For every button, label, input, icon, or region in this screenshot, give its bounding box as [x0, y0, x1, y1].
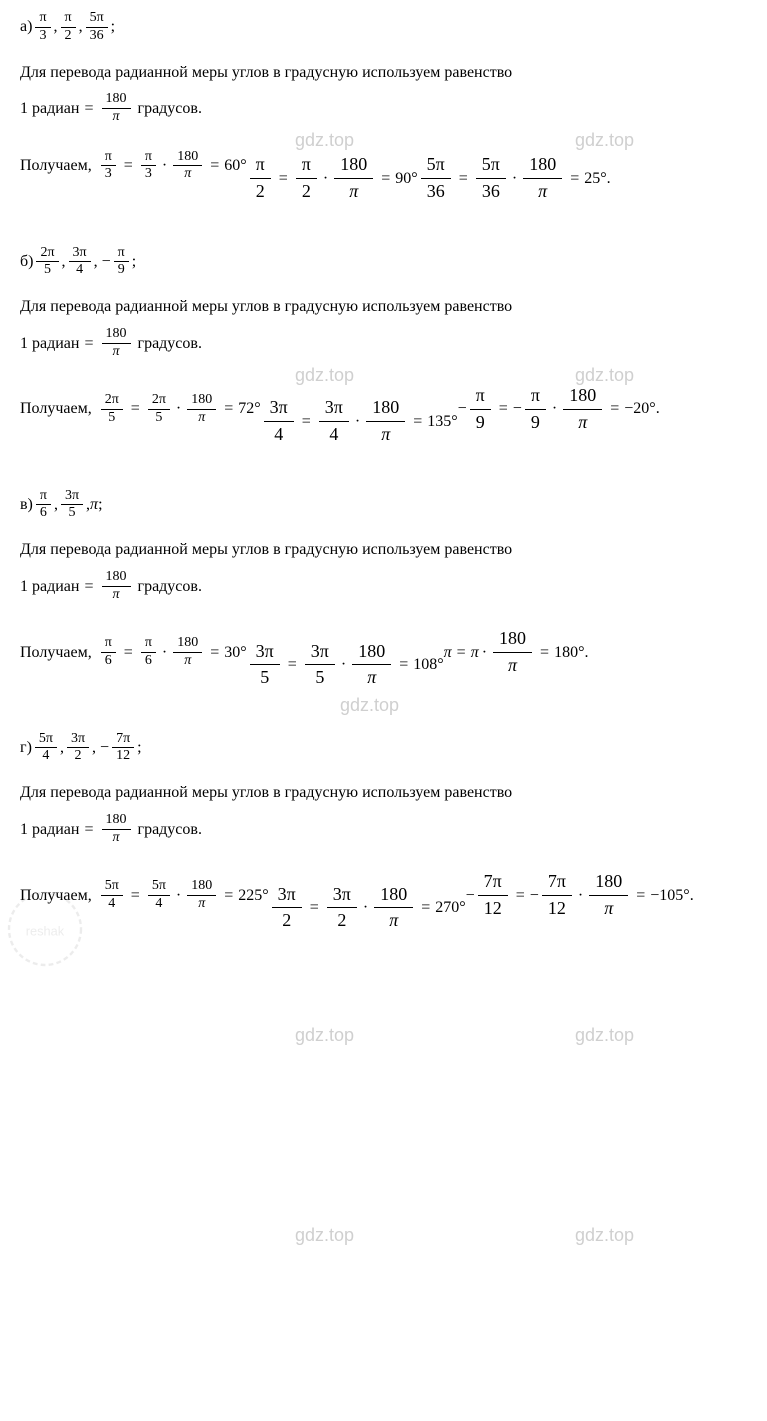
fraction: π6	[141, 635, 156, 670]
problem-section: г) 5π4 , 3π2 , − 7π12 ; Для перевода ради…	[20, 731, 747, 944]
fraction: 180π	[102, 569, 131, 604]
radian-definition: 1 радиан=180πградусов.	[20, 91, 202, 126]
fraction: 3π5	[305, 639, 335, 691]
fraction: 5π36	[421, 152, 451, 204]
fraction: 180π	[589, 869, 628, 921]
radian-definition: 1 радиан=180πградусов.	[20, 326, 202, 361]
fraction: π2	[296, 152, 317, 204]
fraction: π2	[250, 152, 271, 204]
fraction: π3	[101, 149, 116, 184]
explanation-text: Для перевода радианной меры углов в град…	[20, 780, 747, 806]
fraction: 180π	[102, 326, 131, 361]
fraction: 5π4	[101, 878, 123, 913]
fraction: 3π2	[327, 882, 357, 934]
fraction: π9	[470, 383, 491, 435]
fraction: 3π5	[250, 639, 280, 691]
calculation-line: Получаем,π6=π6·180π=30°	[20, 635, 247, 670]
problem-section: в) π6 , 3π5 , π ; Для перевода радианной …	[20, 488, 747, 701]
explanation-text: Для перевода радианной меры углов в град…	[20, 294, 747, 320]
calculation-line: Получаем,π3=π3·180π=60°	[20, 148, 247, 183]
fraction: 180π	[334, 152, 373, 204]
fraction: π2	[61, 10, 76, 45]
calculation-line: 5π36=5π36·180π=25°.	[418, 152, 611, 204]
calculation-line: − π9=− π9·180π=−20°.	[458, 383, 660, 435]
section-letter: г)	[20, 739, 32, 757]
fraction: 180π	[173, 635, 202, 670]
section-letter: а)	[20, 18, 32, 36]
fraction: π3	[141, 149, 156, 184]
calculation-line: Получаем,2π5=2π5·180π=72°	[20, 391, 261, 426]
explanation-text: Для перевода радианной меры углов в град…	[20, 537, 747, 563]
problem-section: а) π3 , π2 , 5π36 ; Для перевода радианно…	[20, 10, 747, 215]
problem-label: г) 5π4 , 3π2 , − 7π12 ;	[20, 731, 142, 766]
fraction: 3π2	[272, 882, 302, 934]
fraction: 5π4	[35, 731, 57, 766]
fraction: 5π4	[148, 878, 170, 913]
problem-items: π3 , π2 , 5π36 ;	[32, 10, 115, 45]
reshak-logo: reshak	[5, 889, 85, 969]
problem-section: б) 2π5 , 3π4 , − π9 ; Для перевода радиан…	[20, 245, 747, 458]
fraction: 5π36	[86, 10, 108, 45]
fraction: 180π	[523, 152, 562, 204]
watermark: gdz.top	[295, 1225, 354, 1246]
fraction: 180π	[173, 149, 202, 184]
fraction: 2π5	[36, 245, 58, 280]
fraction: π6	[101, 635, 116, 670]
fraction: 3π4	[69, 245, 91, 280]
svg-text:reshak: reshak	[26, 923, 65, 938]
fraction: 5π36	[476, 152, 506, 204]
calculation-line: π2=π2·180π=90°	[247, 152, 418, 204]
fraction: 180π	[187, 878, 216, 913]
calculation-line: − 7π12=− 7π12·180π=−105°.	[466, 869, 694, 921]
fraction: 180π	[493, 626, 532, 678]
fraction: 180π	[366, 395, 405, 447]
section-letter: в)	[20, 496, 33, 514]
explanation-text: Для перевода радианной меры углов в град…	[20, 60, 747, 86]
fraction: 180π	[102, 91, 131, 126]
fraction: 180π	[352, 639, 391, 691]
fraction: 2π5	[101, 392, 123, 427]
problem-label: б) 2π5 , 3π4 , − π9 ;	[20, 245, 136, 280]
calculation-line: 3π2=3π2·180π=270°	[269, 882, 466, 934]
problem-items: 5π4 , 3π2 , − 7π12 ;	[32, 731, 142, 766]
radian-definition: 1 радиан=180πградусов.	[20, 812, 202, 847]
calculation-line: 3π4=3π4·180π=135°	[261, 395, 458, 447]
calculation-line: π=π·180π=180°.	[444, 626, 589, 678]
problem-label: в) π6 , 3π5 , π ;	[20, 488, 103, 523]
fraction: π9	[525, 383, 546, 435]
fraction: 180π	[563, 383, 602, 435]
calculation-line: 3π5=3π5·180π=108°	[247, 639, 444, 691]
problem-items: π6 , 3π5 , π ;	[33, 488, 103, 523]
fraction: π6	[36, 488, 51, 523]
fraction: 3π4	[319, 395, 349, 447]
fraction: 7π12	[542, 869, 572, 921]
radian-definition: 1 радиан=180πградусов.	[20, 569, 202, 604]
fraction: 180π	[374, 882, 413, 934]
fraction: π3	[35, 10, 50, 45]
watermark: gdz.top	[575, 1225, 634, 1246]
problem-label: а) π3 , π2 , 5π36 ;	[20, 10, 115, 45]
fraction: 180π	[187, 392, 216, 427]
fraction: 3π2	[67, 731, 89, 766]
fraction: 180π	[102, 812, 131, 847]
fraction: 2π5	[148, 392, 170, 427]
section-letter: б)	[20, 253, 33, 271]
fraction: 7π12	[112, 731, 134, 766]
watermark: gdz.top	[575, 1025, 634, 1046]
problem-items: 2π5 , 3π4 , − π9 ;	[33, 245, 136, 280]
fraction: 3π4	[264, 395, 294, 447]
fraction: 3π5	[61, 488, 83, 523]
fraction: π9	[114, 245, 129, 280]
watermark: gdz.top	[295, 1025, 354, 1046]
fraction: 7π12	[478, 869, 508, 921]
